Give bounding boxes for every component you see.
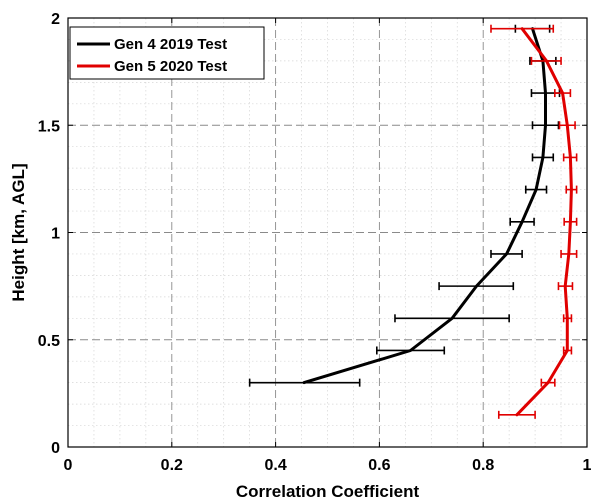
x-tick-labels: 0 0.2 0.4 0.6 0.8 1 xyxy=(64,457,591,474)
series-layer xyxy=(248,24,578,419)
y-axis-title: Height [km, AGL] xyxy=(9,163,28,301)
series-line-gen4 xyxy=(302,27,547,385)
legend: Gen 4 2019 Test Gen 5 2020 Test xyxy=(69,26,265,80)
y-tick-label: 1.5 xyxy=(38,118,60,135)
major-grid xyxy=(68,18,587,447)
y-tick-label: 1 xyxy=(51,226,60,243)
y-tick-label: 2 xyxy=(51,11,60,28)
x-axis-title: Correlation Coefficient xyxy=(236,482,420,501)
x-tick-label: 0.4 xyxy=(264,457,286,474)
y-tick-labels: 0 0.5 1 1.5 2 xyxy=(38,11,60,457)
x-tick-label: 0.6 xyxy=(368,457,390,474)
tick-marks xyxy=(67,17,588,448)
legend-label-gen5: Gen 5 2020 Test xyxy=(114,58,227,75)
series-line-gen5 xyxy=(515,27,573,417)
legend-box xyxy=(69,26,265,80)
legend-label-gen4: Gen 4 2019 Test xyxy=(114,36,227,53)
y-tick-label: 0.5 xyxy=(38,333,60,350)
x-tick-label: 0.8 xyxy=(472,457,494,474)
x-tick-label: 0 xyxy=(64,457,73,474)
y-tick-label: 0 xyxy=(51,440,60,457)
x-tick-label: 0.2 xyxy=(161,457,183,474)
x-tick-label: 1 xyxy=(583,457,591,474)
